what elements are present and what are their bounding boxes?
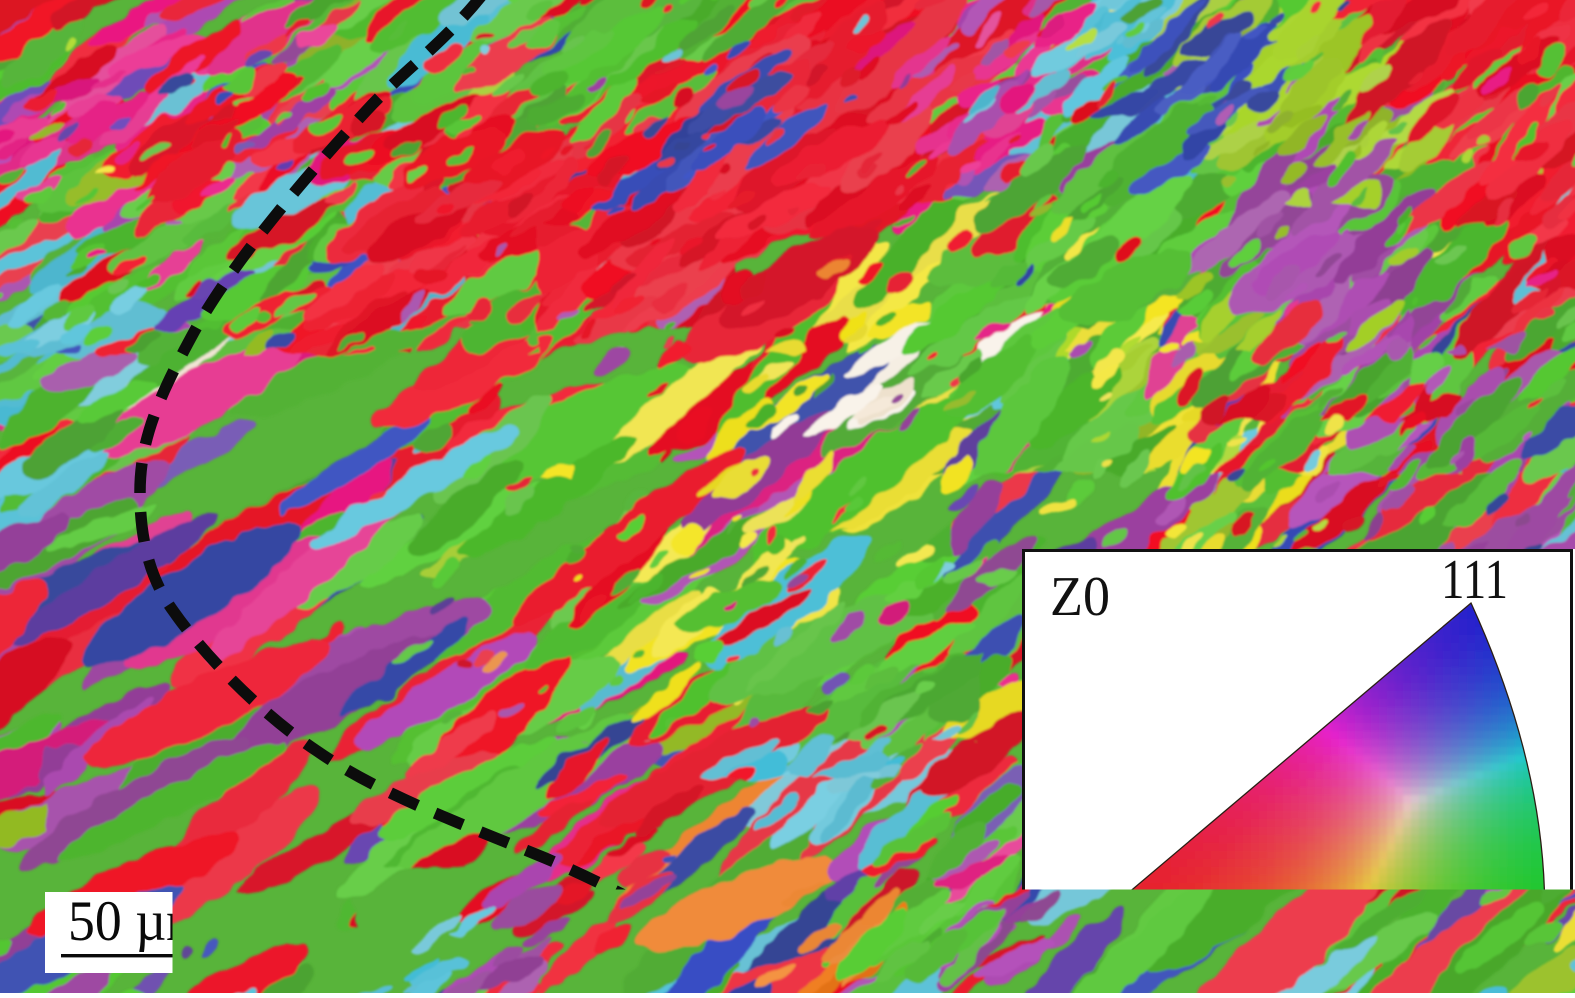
svg-text:101: 101 bbox=[1496, 931, 1567, 993]
svg-text:001: 001 bbox=[1040, 931, 1121, 993]
svg-text:Z0: Z0 bbox=[1050, 566, 1110, 628]
svg-text:50 µm: 50 µm bbox=[68, 890, 208, 953]
svg-text:111: 111 bbox=[1441, 549, 1508, 611]
